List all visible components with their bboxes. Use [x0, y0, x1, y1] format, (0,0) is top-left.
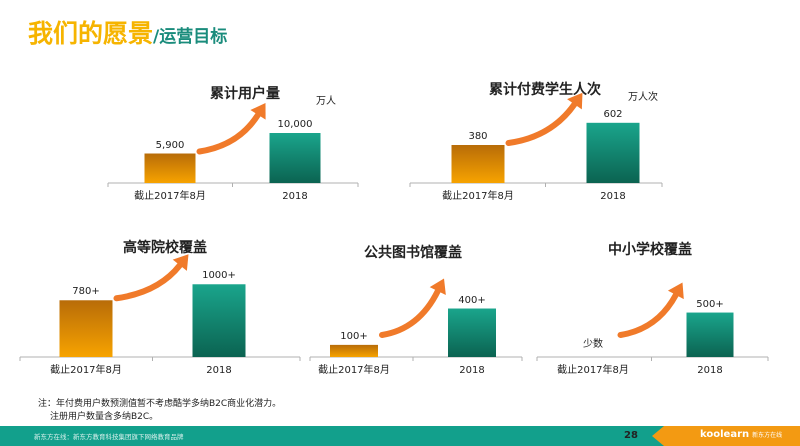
title-main: 我们的愿景: [28, 19, 154, 48]
page-number: 28: [624, 430, 638, 441]
growth-arrow-head: [429, 278, 446, 296]
footer-text: 新东方在线：新东方教育科技集团旗下网络教育品牌: [34, 433, 184, 441]
category-label: 截止2017年8月: [134, 191, 206, 202]
value-label: 500+: [696, 298, 724, 310]
growth-arrow: [617, 291, 679, 338]
bar-2018: [686, 312, 734, 357]
value-label: 400+: [458, 294, 486, 306]
value-label: 10,000: [277, 119, 313, 130]
chart-title: 中小学校覆盖: [608, 242, 692, 258]
value-label: 5,900: [155, 139, 185, 151]
value-label: 780+: [72, 286, 100, 298]
chart-title: 高等院校覆盖: [123, 240, 207, 256]
bar-2018: [269, 133, 321, 183]
footer-bar: 新东方在线：新东方教育科技集团旗下网络教育品牌 28 koolearn 新东方在线: [0, 426, 800, 446]
value-label: 602: [603, 108, 623, 120]
growth-arrow: [379, 288, 441, 338]
footer-accent: [652, 426, 800, 446]
bar-2018: [448, 308, 496, 357]
bar-2017: [144, 153, 196, 183]
footnote: 注：年付费用户数预测值暂不考虑酷学多纳B2C商业化潜力。 注册用户数量含多纳B2…: [38, 398, 281, 424]
chart-title: 累计付费学生人次: [489, 82, 601, 98]
category-label: 2018: [282, 191, 308, 202]
slide-title: 我们的愿景/运营目标: [28, 14, 227, 50]
category-label: 截止2017年8月: [557, 365, 629, 376]
value-label: 100+: [340, 330, 368, 342]
bar-2017: [330, 344, 378, 357]
koolearn-logo: koolearn 新东方在线: [700, 429, 782, 440]
category-label: 2018: [600, 191, 626, 202]
value-label: 1000+: [202, 270, 236, 282]
growth-arrow: [196, 111, 261, 155]
category-label: 2018: [697, 365, 723, 376]
bar-2018: [192, 284, 246, 357]
category-label: 截止2017年8月: [318, 365, 390, 376]
footnote-line-1: 注：年付费用户数预测值暂不考虑酷学多纳B2C商业化潜力。: [38, 399, 282, 409]
bar-2017: [59, 300, 113, 357]
chart-title: 公共图书馆覆盖: [364, 245, 462, 261]
value-label: 380: [468, 131, 488, 142]
chart-title: 累计用户量: [210, 86, 280, 102]
growth-arrow-head: [667, 282, 684, 300]
value-label: 少数: [583, 339, 603, 350]
growth-arrow-head: [250, 103, 266, 120]
category-label: 2018: [459, 365, 485, 376]
growth-arrow: [505, 101, 578, 146]
category-label: 截止2017年8月: [442, 191, 514, 202]
chart-unit: 万人次: [628, 92, 658, 103]
bar-2017: [451, 145, 505, 183]
growth-arrow-head: [172, 254, 189, 271]
bar-2018: [586, 122, 640, 183]
category-label: 截止2017年8月: [50, 365, 122, 376]
category-label: 2018: [206, 365, 232, 376]
logo-text: koolearn: [700, 429, 750, 440]
chart-unit: 万人: [316, 96, 336, 107]
logo-subtext: 新东方在线: [752, 432, 783, 439]
title-subtitle: /运营目标: [153, 27, 228, 47]
growth-arrow-head: [567, 92, 583, 110]
growth-arrow: [113, 262, 183, 302]
footnote-line-2: 注册用户数量含多纳B2C。: [50, 412, 159, 422]
